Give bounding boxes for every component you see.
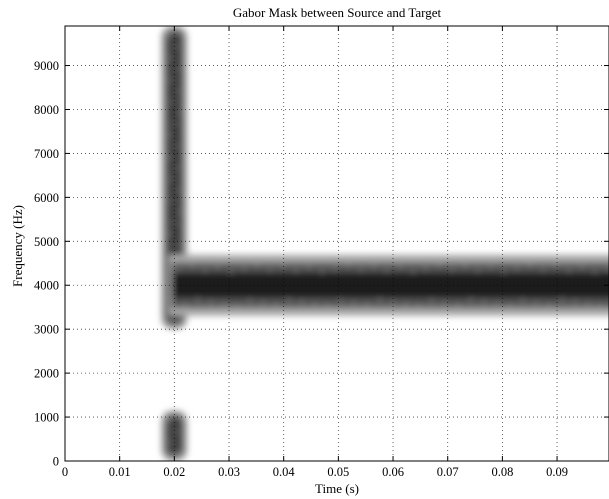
x-tick-label: 0.02 xyxy=(163,465,185,479)
y-tick-label: 2000 xyxy=(34,367,59,381)
y-tick-label: 5000 xyxy=(34,235,59,249)
x-axis: 0 0.01 0.02 0.03 0.04 0.05 0.06 0.07 0.08 0.09 xyxy=(62,465,568,479)
chart-title: Gabor Mask between Source and Target xyxy=(233,5,442,20)
x-axis-title: Time (s) xyxy=(315,481,359,496)
x-tick-label: 0.08 xyxy=(491,465,513,479)
y-axis-title: Frequency (Hz) xyxy=(10,205,25,287)
heatmap-vertical-band-upper xyxy=(161,26,188,330)
y-axis: 0 1000 2000 3000 4000 5000 6000 7000 8000 9000 xyxy=(34,59,59,468)
x-tick-label: 0.09 xyxy=(546,465,568,479)
y-tick-label: 3000 xyxy=(34,323,59,337)
heatmap-layer xyxy=(161,26,609,461)
x-tick-label: 0 xyxy=(62,465,68,479)
plot-area xyxy=(64,25,609,462)
plot-frame xyxy=(64,25,609,462)
y-tick-label: 1000 xyxy=(34,411,59,425)
plot-background xyxy=(65,26,609,461)
x-tick-label: 0.06 xyxy=(382,465,404,479)
y-tick-label: 8000 xyxy=(34,103,59,117)
x-tick-label: 0.03 xyxy=(218,465,240,479)
y-tick-label: 0 xyxy=(53,455,59,469)
grid-lines xyxy=(65,26,609,461)
y-tick-label: 4000 xyxy=(34,279,59,293)
y-tick-label: 7000 xyxy=(34,147,59,161)
y-tick-label: 6000 xyxy=(34,191,59,205)
x-tick-label: 0.05 xyxy=(327,465,349,479)
x-tick-label: 0.04 xyxy=(273,465,296,479)
x-tick-label: 0.07 xyxy=(437,465,459,479)
y-tick-label: 9000 xyxy=(34,59,59,73)
x-tick-label: 0.01 xyxy=(109,465,131,479)
heatmap-horizontal-band xyxy=(168,254,609,316)
